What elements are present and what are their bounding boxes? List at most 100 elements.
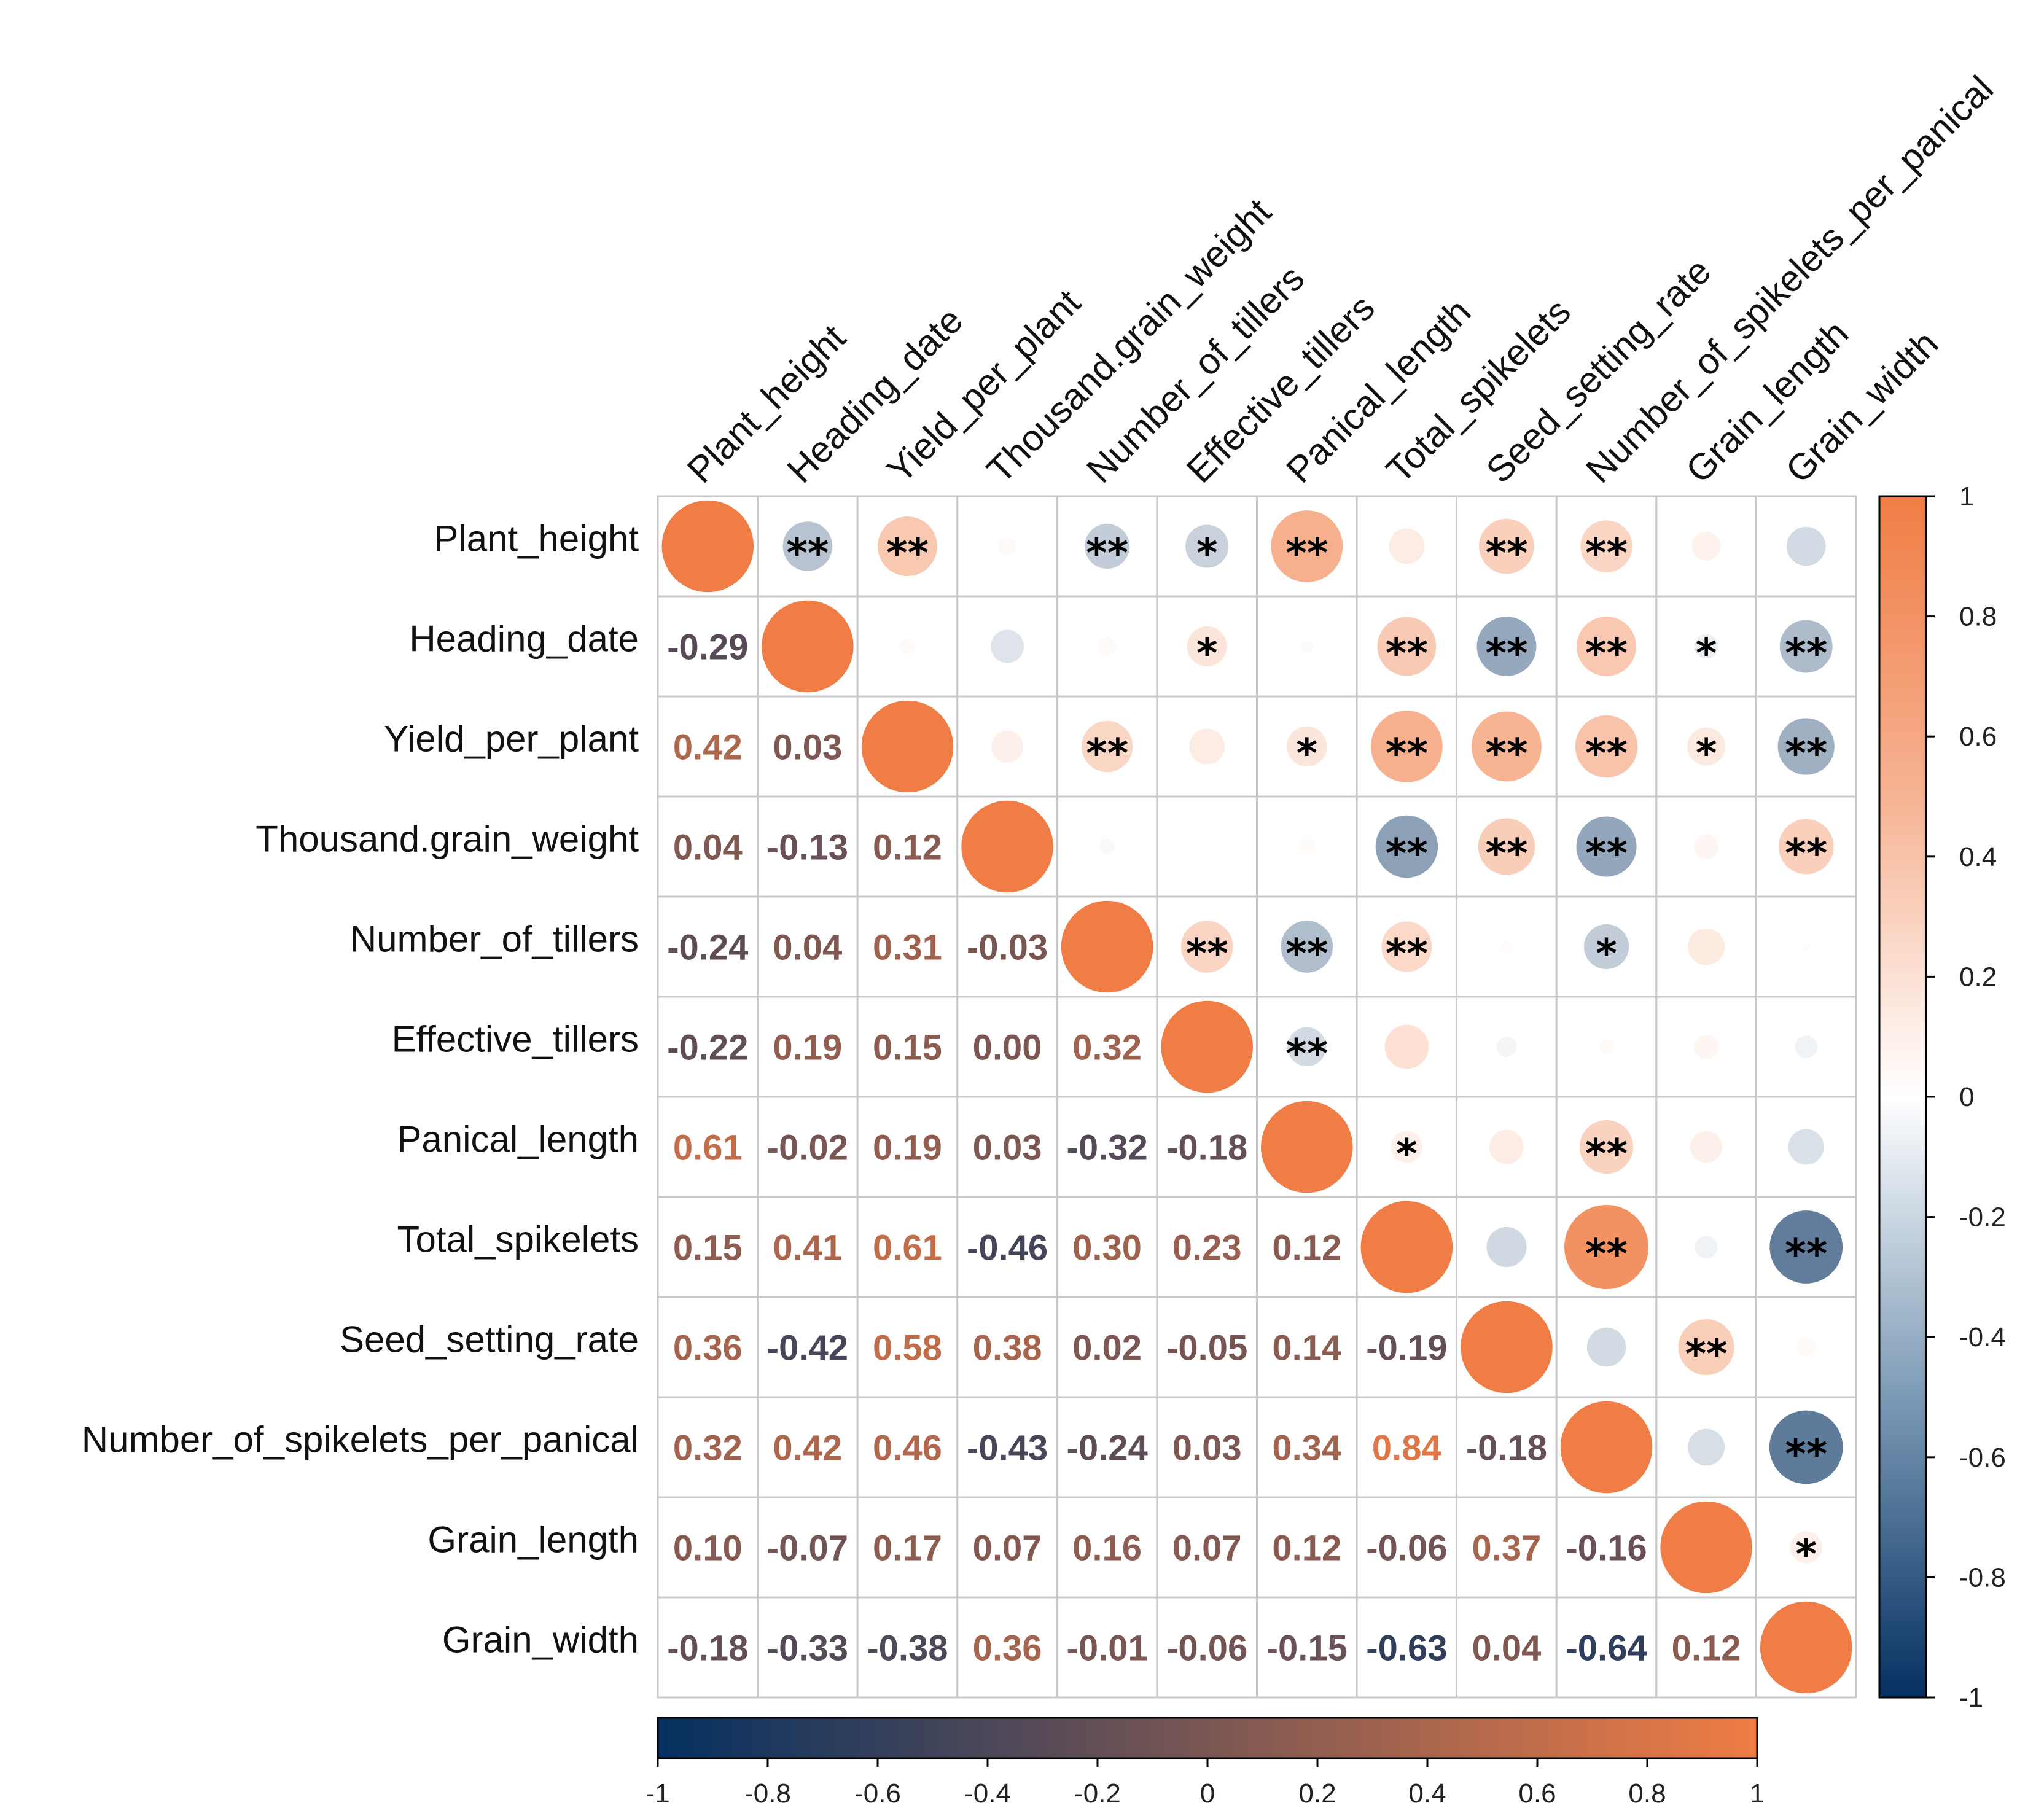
significance-marker: ** (1285, 1031, 1328, 1078)
correlation-circle (1187, 626, 1227, 667)
correlation-circle (661, 500, 754, 593)
column-label: Heading_date (779, 300, 971, 491)
correlation-value: 0.37 (1472, 1529, 1542, 1569)
correlation-value: 0.12 (873, 828, 942, 868)
significance-marker: ** (1386, 730, 1428, 777)
colorbar-tick-label: 0.2 (1959, 962, 1997, 992)
correlation-value: 0.23 (1172, 1228, 1242, 1268)
correlation-circle (1779, 620, 1833, 673)
correlation-value: -0.32 (1067, 1128, 1148, 1168)
correlation-circle (961, 800, 1053, 893)
correlation-circle (1687, 727, 1725, 766)
correlation-circle (1478, 818, 1535, 875)
correlation-circle (1099, 838, 1115, 855)
correlation-value: 0.04 (673, 828, 743, 868)
correlation-circle (1261, 1101, 1353, 1193)
correlation-circle (1695, 1236, 1718, 1258)
colorbar-tick-label: -0.8 (1959, 1562, 2006, 1592)
grid-cell (1056, 1496, 1158, 1599)
colorbar-tick-label: -0.6 (854, 1779, 901, 1809)
grid-cell (1256, 1296, 1358, 1398)
significance-marker: ** (1086, 530, 1128, 577)
correlation-circle (1790, 1531, 1822, 1564)
correlation-circle (899, 638, 916, 655)
significance-marker: * (1795, 1531, 1817, 1578)
grid-cell (657, 795, 759, 898)
correlation-value: 0.32 (1072, 1028, 1142, 1068)
row-label: Panical_length (397, 1119, 639, 1160)
grid-cell (657, 595, 759, 698)
grid-cell (1156, 1596, 1258, 1699)
correlation-value: 0.16 (1072, 1529, 1142, 1569)
correlation-value: 0.14 (1272, 1328, 1341, 1368)
grid-cell (1056, 996, 1158, 1098)
correlation-value: 0.19 (773, 1028, 842, 1068)
correlation-circle (1598, 1039, 1615, 1055)
correlation-value: 0.34 (1272, 1428, 1341, 1468)
row-label: Seed_setting_rate (340, 1319, 639, 1360)
correlation-value: -0.01 (1067, 1629, 1148, 1669)
significance-marker: ** (786, 530, 829, 577)
grid-cell (956, 1196, 1058, 1298)
row-label: Grain_length (427, 1519, 639, 1561)
correlation-value: -0.03 (967, 928, 1048, 968)
grid-cell (956, 1496, 1058, 1599)
grid-cell (1555, 1496, 1658, 1599)
correlation-circle (1691, 531, 1721, 561)
grid-cell (657, 1196, 759, 1298)
grid-cell (1056, 1196, 1158, 1298)
significance-marker: ** (886, 530, 929, 577)
correlation-value: -0.64 (1566, 1629, 1647, 1669)
grid-cell (757, 1196, 859, 1298)
correlation-value: 0.84 (1372, 1428, 1441, 1468)
correlation-value: 0.15 (673, 1228, 743, 1268)
correlation-circle (1375, 815, 1438, 878)
significance-marker: ** (1785, 630, 1827, 677)
significance-marker: ** (1386, 930, 1428, 978)
correlation-value: 0.36 (973, 1629, 1042, 1669)
correlation-circle (762, 600, 854, 693)
correlation-value: -0.43 (967, 1428, 1048, 1468)
correlation-circle (1081, 720, 1133, 773)
correlation-circle (1769, 1410, 1843, 1484)
grid-cell (757, 1596, 859, 1699)
colorbar-tick-label: 0.6 (1959, 722, 1997, 752)
grid-cell (1056, 1296, 1158, 1398)
grid-cell (1555, 1596, 1658, 1699)
grid-cell (1356, 1396, 1458, 1498)
correlation-circle (1576, 816, 1637, 877)
correlation-value: -0.18 (1166, 1128, 1247, 1168)
correlation-value: 0.61 (873, 1228, 942, 1268)
row-label: Thousand.grain_weight (256, 819, 639, 860)
correlation-value: -0.15 (1266, 1629, 1348, 1669)
grid-cell (657, 1496, 759, 1599)
correlation-circle (1472, 711, 1542, 782)
correlation-value: -0.38 (867, 1629, 948, 1669)
colorbar-tick-label: -0.4 (964, 1779, 1011, 1809)
correlation-circle (1583, 924, 1629, 970)
grid-cell (757, 1096, 859, 1198)
correlation-circle (1389, 528, 1425, 564)
correlation-circle (1694, 634, 1718, 659)
colorbar-tick-label: 0 (1959, 1082, 1974, 1112)
significance-marker: ** (1386, 630, 1428, 677)
correlation-circle (1760, 1601, 1852, 1694)
grid-cell (856, 1596, 959, 1699)
colorbar-tick-label: 0.8 (1959, 602, 1997, 632)
grid-cell (956, 1296, 1058, 1398)
colorbar-tick-label: 0.8 (1628, 1779, 1666, 1809)
correlation-circle (1281, 921, 1333, 973)
correlation-value: -0.63 (1366, 1629, 1447, 1669)
correlation-value: 0.03 (1172, 1428, 1242, 1468)
significance-marker: * (1196, 530, 1218, 577)
significance-marker: ** (1285, 530, 1328, 577)
grid-cell (657, 1296, 759, 1398)
correlation-value: -0.18 (667, 1629, 748, 1669)
correlation-value: 0.00 (973, 1028, 1042, 1068)
grid-cell (1456, 1596, 1558, 1699)
correlation-circle (1586, 1327, 1626, 1367)
colorbar-tick-label: 0 (1200, 1779, 1215, 1809)
grid-cell (1056, 1396, 1158, 1498)
significance-marker: * (1396, 1131, 1418, 1178)
